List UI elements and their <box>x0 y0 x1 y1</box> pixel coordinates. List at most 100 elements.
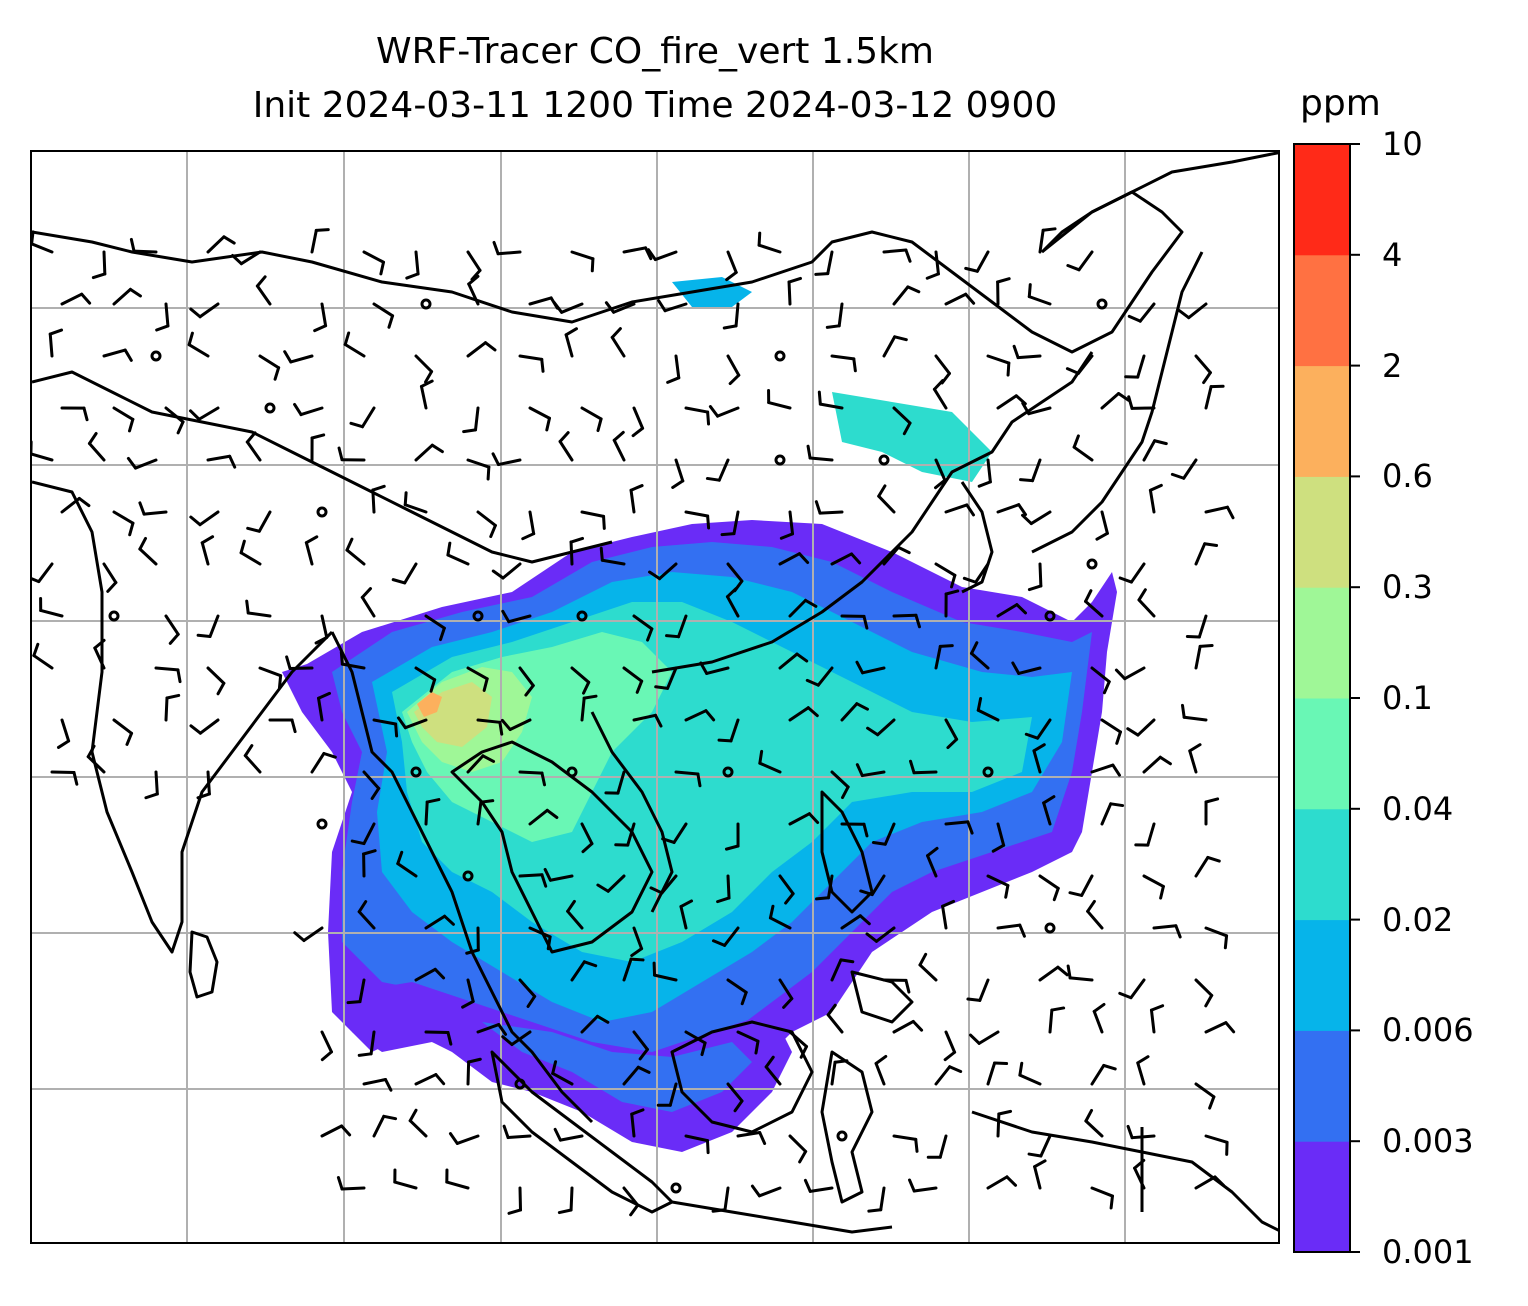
wind-barb-feather <box>123 348 133 362</box>
wind-barb-shaft <box>32 452 54 462</box>
wind-barb-shaft <box>1076 354 1094 375</box>
wind-barb-shaft <box>142 510 168 516</box>
colorbar-tick-label: 0.02 <box>1382 900 1454 939</box>
wind-barb-feather <box>825 324 841 329</box>
wind-barb-shaft <box>496 250 522 256</box>
wind-barb-shaft <box>112 510 135 525</box>
wind-barb-shaft <box>455 1134 480 1145</box>
wind-barb-shaft <box>663 302 688 313</box>
wind-barb-shaft <box>198 510 220 527</box>
wind-barb-shaft <box>1017 666 1042 675</box>
wind-barb-shaft <box>1137 598 1156 618</box>
wind-barb-shaft <box>978 978 990 1002</box>
wind-barb-feather <box>798 1149 808 1164</box>
wind-barb-feather <box>138 536 148 551</box>
wind-barb-shaft <box>340 662 366 670</box>
colorbar-tick-label: 0.04 <box>1382 789 1454 828</box>
wind-barb-shaft <box>622 1186 640 1207</box>
wind-barb-shaft <box>861 666 886 675</box>
wind-barb-shaft <box>1194 644 1202 670</box>
wind-barb-shaft <box>317 696 324 722</box>
wind-barb-shaft <box>501 562 522 580</box>
wind-barb-feather <box>997 1109 1013 1116</box>
wind-barb-feather <box>716 896 731 904</box>
wind-barb-shaft <box>245 440 262 462</box>
wind-barb-shaft <box>414 967 437 982</box>
wind-barb-shaft <box>154 770 159 796</box>
wind-barb-feather <box>187 331 194 347</box>
wind-barb-shaft <box>787 280 792 306</box>
wind-barb-feather <box>950 573 957 589</box>
wind-barb-feather <box>322 751 337 759</box>
wind-barb-shaft <box>564 333 574 358</box>
wind-barb-feather <box>943 1050 957 1062</box>
wind-barb-shaft <box>723 926 740 947</box>
colorbar-band <box>1294 144 1350 256</box>
wind-barb-feather <box>489 523 497 539</box>
wind-barb-shaft <box>518 770 544 775</box>
wind-barb-feather <box>128 521 135 537</box>
wind-barb-feather <box>346 1000 362 1005</box>
wind-barb-feather <box>706 410 711 426</box>
wind-barb-feather <box>479 799 495 804</box>
calm-wind-circle <box>1086 558 1098 570</box>
wind-barb-feather <box>546 935 552 951</box>
wind-barb-feather <box>239 539 246 555</box>
wind-barb-shaft <box>320 614 329 639</box>
wind-barb-feather <box>446 541 452 557</box>
wind-barb-feather <box>908 1178 916 1193</box>
wind-barb-feather <box>1111 763 1121 777</box>
wind-barb-feather <box>1050 1006 1066 1012</box>
coastlines <box>32 152 1278 1234</box>
wind-barb-shaft <box>518 873 544 878</box>
wind-barb-shaft <box>1149 1008 1156 1034</box>
wind-barb-feather <box>56 739 71 749</box>
calm-wind-circle <box>316 506 328 518</box>
wind-barb-feather <box>1015 603 1027 615</box>
wind-barb-feather <box>467 1057 482 1064</box>
wind-barb-shaft <box>569 540 574 566</box>
wind-barb-feather <box>926 846 939 858</box>
wind-barb-shaft <box>1142 439 1157 462</box>
wind-barb-feather <box>448 1132 459 1145</box>
colorbar-tick-label: 0.1 <box>1382 679 1433 717</box>
calm-wind-circle <box>1044 922 1056 934</box>
wind-barb-feather <box>646 248 657 262</box>
wind-barb-shaft <box>996 822 1006 847</box>
wind-barb-shaft <box>729 718 740 743</box>
wind-barb-shaft <box>944 292 968 306</box>
wind-barb-shaft <box>717 458 730 482</box>
wind-barb-shaft <box>882 545 900 566</box>
wind-barb-feather <box>396 850 404 866</box>
wind-barb-feather <box>932 379 945 391</box>
wind-barb-shaft <box>357 910 376 930</box>
wind-barb-feather <box>1021 513 1033 526</box>
wind-barb-feather <box>784 892 795 905</box>
calm-wind-circle <box>982 766 994 778</box>
wind-barb-feather <box>545 808 559 820</box>
wind-barb-feather <box>165 693 181 700</box>
wind-barb-feather <box>552 301 564 314</box>
calm-wind-circle <box>472 610 484 622</box>
wind-barb-feather <box>706 514 711 530</box>
wind-barb-shaft <box>1129 978 1146 1000</box>
wind-barb-feather <box>439 626 446 642</box>
wind-barb-shaft <box>944 1030 957 1054</box>
wind-barb-feather <box>969 1033 981 1045</box>
wind-barb-shaft <box>674 770 700 776</box>
wind-barb-feather <box>500 718 512 732</box>
wind-barb-feather <box>918 952 928 967</box>
wind-barb-feather <box>630 947 644 958</box>
wind-barb-feather <box>1117 392 1131 402</box>
wind-barb-shaft <box>612 302 636 314</box>
wind-barb-feather <box>501 609 511 624</box>
wind-barb-shaft <box>736 1030 760 1043</box>
wind-barb-shaft <box>164 302 170 328</box>
wind-barb-feather <box>1208 1095 1216 1110</box>
wind-barb-feather <box>671 479 685 489</box>
wind-barb-feather <box>419 379 434 388</box>
wind-barb-feather <box>1188 743 1202 753</box>
wind-barb-feather <box>1126 727 1140 737</box>
wind-barb-feather <box>371 484 386 492</box>
wind-barb-feather <box>874 1054 888 1065</box>
